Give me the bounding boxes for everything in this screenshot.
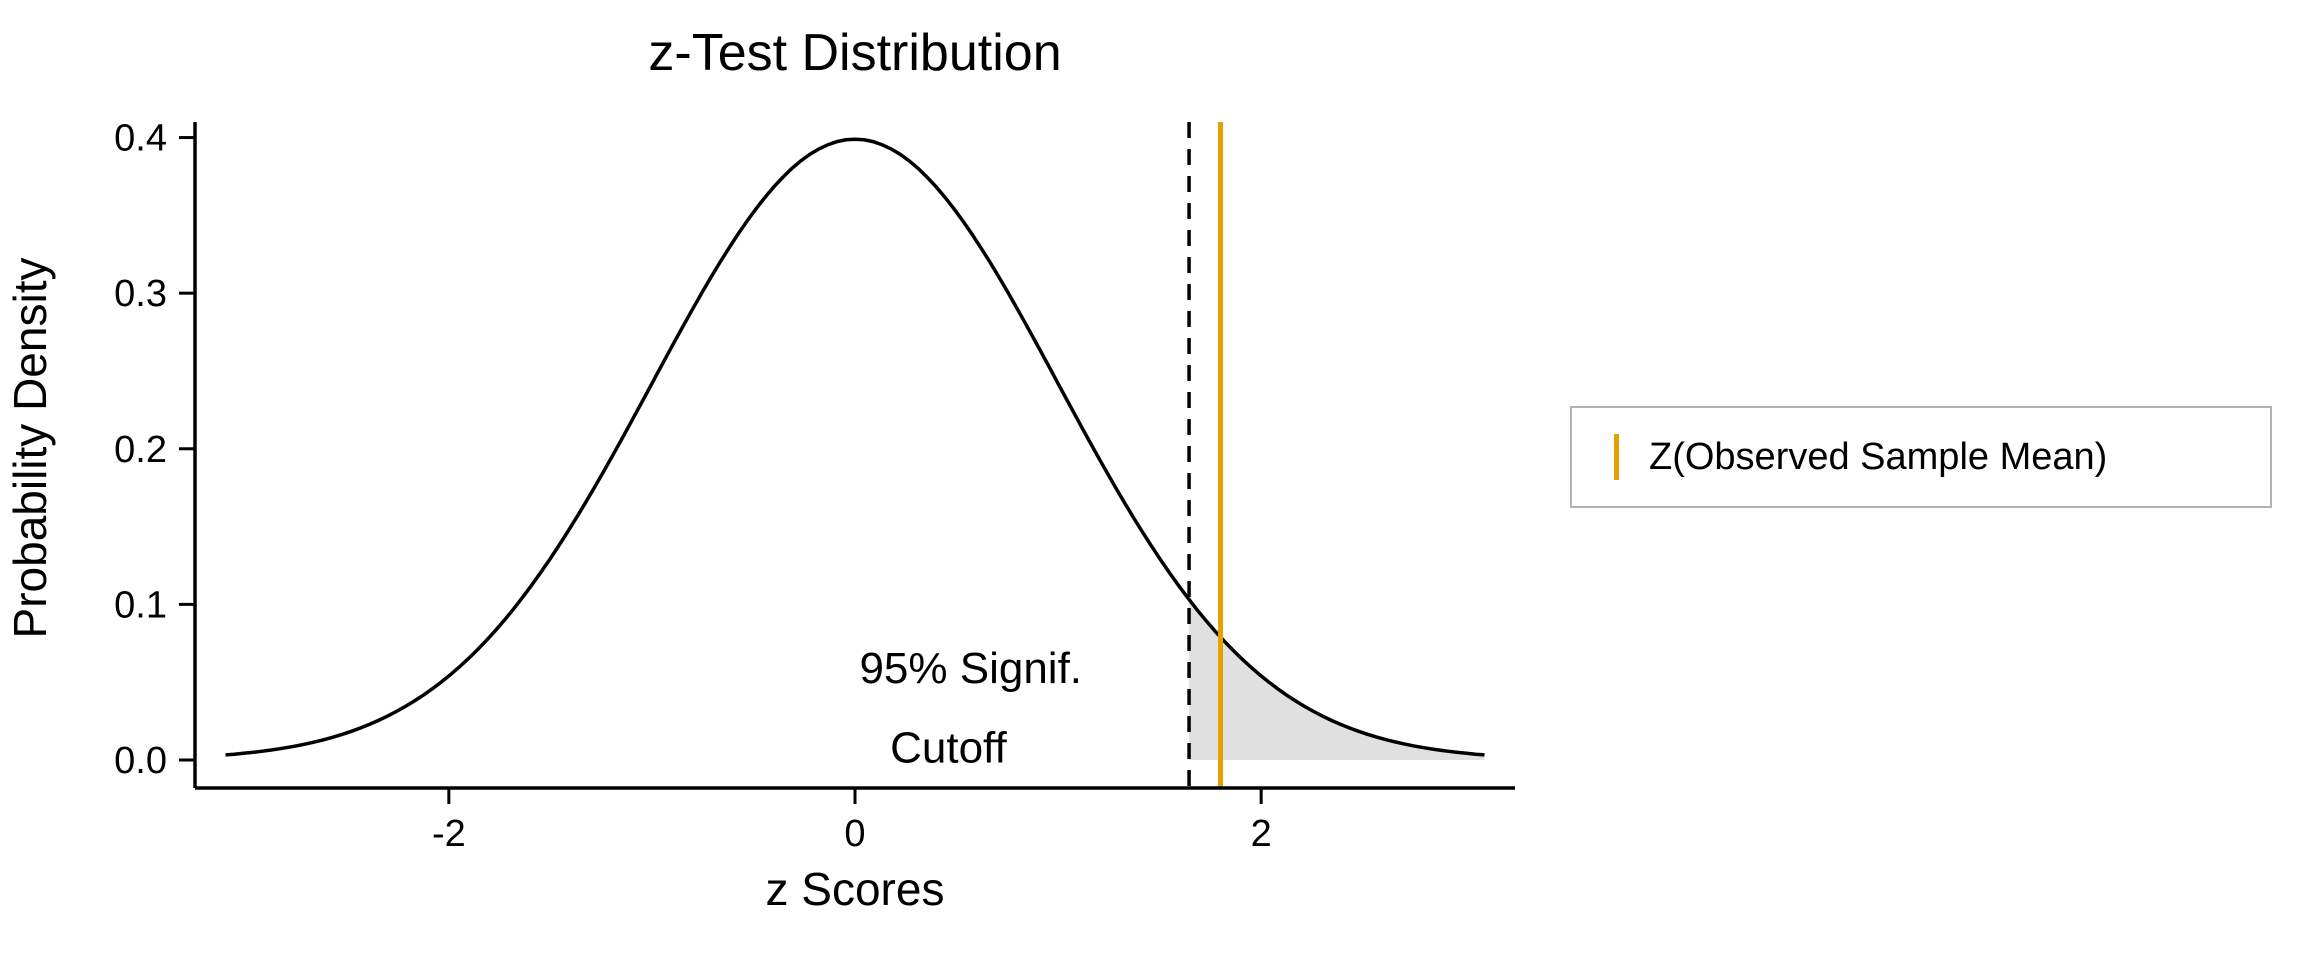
legend-item-label: Z(Observed Sample Mean) <box>1649 435 2108 478</box>
y-tick-label: 0.4 <box>114 118 167 160</box>
y-tick-label: 0.2 <box>114 429 167 471</box>
legend-key-orange-line-icon <box>1614 434 1619 480</box>
cutoff-annotation-line1: 95% Signif. <box>859 644 1082 693</box>
rejection-region-shade <box>1189 599 1485 760</box>
chart-title: z-Test Distribution <box>648 24 1061 82</box>
chart-legend: Z(Observed Sample Mean) <box>1570 406 2272 508</box>
x-tick-label: 2 <box>1251 813 1272 855</box>
x-tick-label: -2 <box>432 813 466 855</box>
x-tick-label: 0 <box>844 813 865 855</box>
y-axis-title: Probability Density <box>4 258 56 639</box>
y-tick-label: 0.1 <box>114 584 167 626</box>
y-tick-label: 0.3 <box>114 273 167 315</box>
x-axis-title: z Scores <box>766 863 945 915</box>
legend-item-observed-mean: Z(Observed Sample Mean) <box>1614 434 2107 480</box>
y-tick-label: 0.0 <box>114 740 167 782</box>
density-curve <box>225 137 1485 757</box>
cutoff-annotation-line2: Cutoff <box>890 724 1007 773</box>
